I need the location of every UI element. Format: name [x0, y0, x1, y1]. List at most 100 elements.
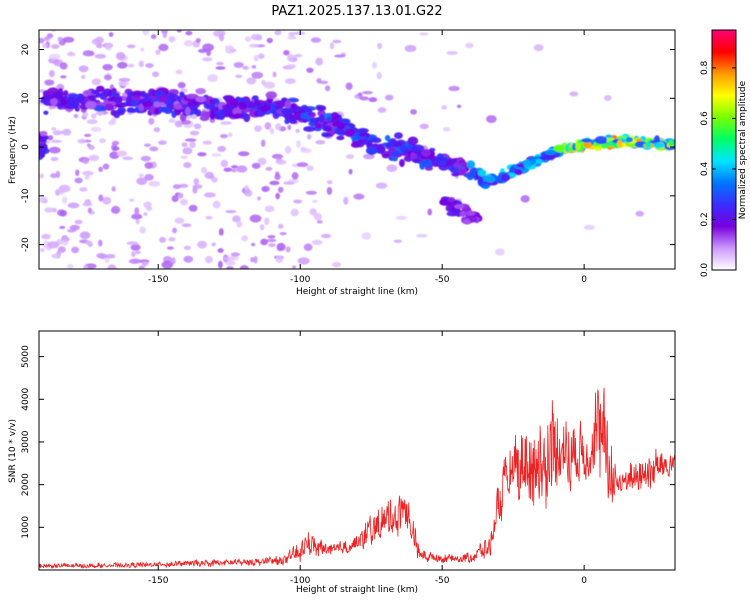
spectral-noise-blob — [138, 173, 144, 178]
spectral-noise-blob — [91, 113, 97, 119]
spectral-noise-blob — [419, 123, 429, 130]
spectral-noise-blob — [205, 255, 213, 264]
spectral-ridge-blob — [153, 101, 161, 108]
spectral-noise-blob — [246, 77, 257, 85]
spectral-noise-blob — [182, 147, 193, 155]
spectral-noise-blob — [441, 105, 447, 110]
spectral-noise-blob — [569, 91, 579, 97]
spectral-ridge-blob — [295, 112, 301, 121]
spectral-noise-blob — [275, 255, 284, 263]
spectral-noise-blob — [316, 220, 323, 224]
snr-panel: -150 -100 -50 0 1000 2000 3000 4000 5000 Height… — [8, 330, 676, 595]
spectral-noise-blob — [189, 130, 200, 136]
spectral-noise-blob — [404, 44, 417, 52]
spectral-noise-blob — [249, 214, 262, 223]
spectral-noise-blob — [264, 122, 272, 130]
spectral-ridge-blob — [410, 151, 417, 161]
spectral-noise-blob — [283, 181, 295, 185]
spectral-noise-blob — [122, 156, 134, 160]
spectral-branch-blob — [447, 197, 456, 203]
snr-y-tick-label: 2000 — [21, 473, 31, 496]
snr-y-tick-label: 1000 — [21, 516, 31, 539]
spectral-ridge-blob — [460, 161, 468, 168]
spectral-noise-blob — [416, 233, 428, 238]
spectral-ridge-blob — [184, 106, 191, 116]
spectral-noise-blob — [129, 198, 135, 202]
spectral-noise-blob — [244, 185, 249, 191]
spectral-noise-blob — [357, 92, 363, 97]
spectral-noise-blob — [85, 240, 93, 245]
spectral-noise-blob — [79, 231, 91, 240]
spectral-noise-blob — [144, 173, 154, 181]
spectral-ridge-blob — [668, 139, 674, 147]
spectral-noise-blob — [242, 65, 248, 70]
colorbar-label: Normalized spectral amplitude — [738, 80, 748, 219]
spectral-noise-blob — [49, 70, 55, 78]
spectral-ridge-blob — [289, 114, 297, 120]
spectral-noise-blob — [148, 117, 155, 125]
spectral-ridge-blob — [209, 111, 216, 120]
spectral-noise-blob — [84, 174, 90, 180]
spectral-noise-blob — [166, 246, 174, 250]
snr-y-axis: 1000 2000 3000 4000 5000 — [21, 345, 675, 539]
spectral-noise-blob — [230, 252, 241, 257]
spectral-noise-blob — [193, 178, 200, 185]
spectral-noise-blob — [39, 37, 45, 44]
spectral-noise-blob — [176, 30, 182, 33]
spectral-noise-blob — [117, 80, 130, 87]
spectral-noise-blob — [58, 184, 71, 193]
spectral-noise-blob — [218, 34, 225, 42]
spectral-ridge-blob — [113, 92, 120, 98]
spectral-ridge-blob — [174, 107, 182, 116]
spectral-noise-blob — [168, 118, 176, 124]
spectral-noise-blob — [158, 43, 169, 52]
spectral-noise-blob — [306, 134, 312, 140]
spectral-noise-blob — [251, 71, 264, 79]
spectral-noise-blob — [203, 192, 216, 198]
snr-x-tick-label: -100 — [290, 576, 311, 586]
spectral-ridge-blob — [39, 147, 47, 156]
spectral-ridge-blob — [437, 160, 447, 166]
spectral-noise-blob — [99, 138, 106, 144]
spectral-noise-blob — [168, 35, 176, 43]
spectral-noise-blob — [375, 182, 388, 189]
spectral-noise-blob — [88, 144, 95, 150]
spectral-noise-blob — [39, 173, 44, 179]
spectral-noise-blob — [410, 109, 417, 115]
spectral-ridge-blob — [315, 123, 323, 129]
spectral-noise-blob — [44, 36, 50, 41]
spectral-noise-blob — [83, 264, 89, 269]
snr-x-axis: -150 -100 -50 0 — [148, 331, 587, 586]
spectral-ridge-blob — [138, 103, 145, 112]
spectral-noise-blob — [293, 31, 306, 36]
spectral-noise-blob — [241, 235, 249, 242]
spectral-noise-blob — [102, 64, 113, 71]
spectral-noise-blob — [332, 39, 342, 44]
spectral-noise-blob — [220, 159, 229, 168]
spectral-noise-blob — [112, 146, 120, 151]
spectral-noise-blob — [253, 255, 258, 264]
spectral-noise-blob — [377, 42, 383, 50]
spectral-noise-blob — [88, 154, 100, 162]
spectral-noise-blob — [116, 150, 128, 157]
spectral-ridge-blob — [169, 94, 180, 101]
spectral-noise-blob — [95, 112, 105, 116]
spectral-ridge-blob — [509, 165, 516, 175]
spectral-ridge-blob — [421, 149, 431, 157]
spectral-noise-blob — [419, 32, 429, 36]
spectral-noise-blob — [260, 238, 269, 246]
spectral-noise-blob — [171, 257, 176, 265]
spectral-noise-blob — [148, 180, 161, 187]
spectrogram-y-axis: -20 -10 0 10 20 — [21, 44, 675, 252]
spectral-noise-blob — [98, 239, 103, 247]
spectral-noise-blob — [251, 33, 262, 41]
spectral-noise-blob — [195, 37, 201, 43]
spectral-noise-blob — [265, 166, 273, 171]
spectral-noise-blob — [306, 67, 314, 73]
spectral-noise-blob — [235, 74, 243, 78]
spectral-branch-blob — [469, 217, 478, 223]
spectral-ridge-blob — [411, 144, 425, 152]
snr-y-tick-label: 4000 — [21, 388, 31, 411]
spectral-noise-blob — [236, 165, 248, 173]
spectral-noise-blob — [111, 186, 116, 192]
